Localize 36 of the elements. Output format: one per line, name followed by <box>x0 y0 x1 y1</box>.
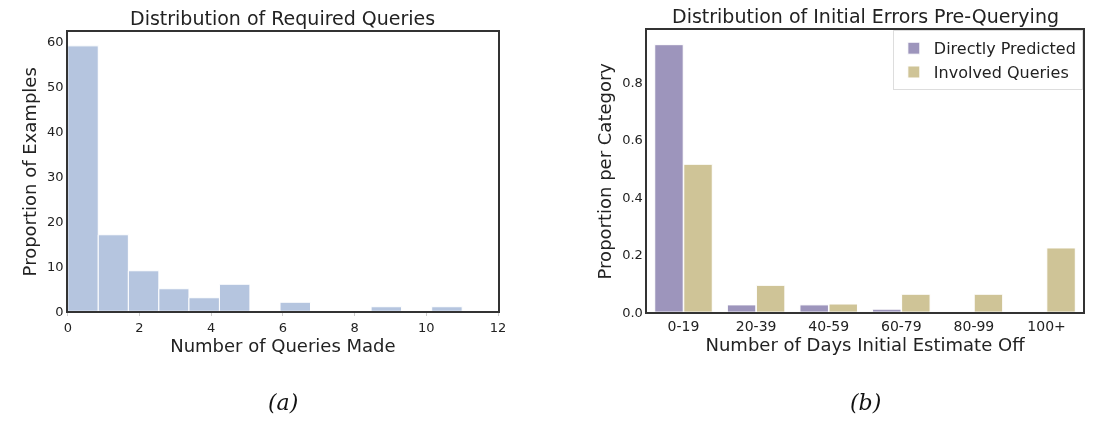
x-axis-title: Number of Queries Made <box>170 334 396 356</box>
x-tick-label: 4 <box>207 319 216 335</box>
y-tick-label: 0.2 <box>622 247 643 263</box>
y-tick-label: 0 <box>55 303 64 319</box>
text: (b) <box>850 390 882 415</box>
x-tick-label: 0-19 <box>667 317 700 334</box>
legend-label: Directly Predicted <box>933 39 1076 59</box>
chart-title: Distribution of Initial Errors Pre-Querying <box>672 5 1059 27</box>
y-tick-label: 0.8 <box>622 74 643 90</box>
x-tick-label: 6 <box>278 319 288 335</box>
x-tick-label: 80-99 <box>953 317 995 334</box>
bar <box>973 293 1004 313</box>
y-axis-title: Proportion of Examples <box>18 67 40 277</box>
y-tick-label: 40 <box>46 123 64 139</box>
x-tick-label: 60-79 <box>880 317 922 334</box>
x-axis-title: Number of Days Initial Estimate Off <box>705 333 1026 355</box>
x-tick-label: 20-39 <box>735 317 777 334</box>
y-tick-label: 50 <box>46 78 64 94</box>
bar <box>1046 247 1076 313</box>
y-tick-label: 0.4 <box>622 189 643 205</box>
x-tick-label: 12 <box>489 319 507 335</box>
y-tick-label: 0.0 <box>622 304 643 320</box>
y-tick-label: 0.6 <box>622 132 643 148</box>
y-tick-label: 10 <box>46 258 64 274</box>
x-tick-label: 100+ <box>1027 317 1066 334</box>
chart-title: Distribution of Required Queries <box>130 7 436 29</box>
x-tick-label: 8 <box>350 319 359 335</box>
y-tick-label: 20 <box>46 213 64 229</box>
x-tick-label: 2 <box>135 319 144 335</box>
text: (a) <box>268 390 299 415</box>
legend-label: Involved Queries <box>933 63 1069 83</box>
x-tick-label: 10 <box>418 319 435 335</box>
y-axis-title: Proportion per Category <box>593 62 615 280</box>
y-tick-label: 60 <box>46 33 64 49</box>
x-tick-label: 40-59 <box>808 317 850 334</box>
y-tick-label: 30 <box>46 168 64 184</box>
